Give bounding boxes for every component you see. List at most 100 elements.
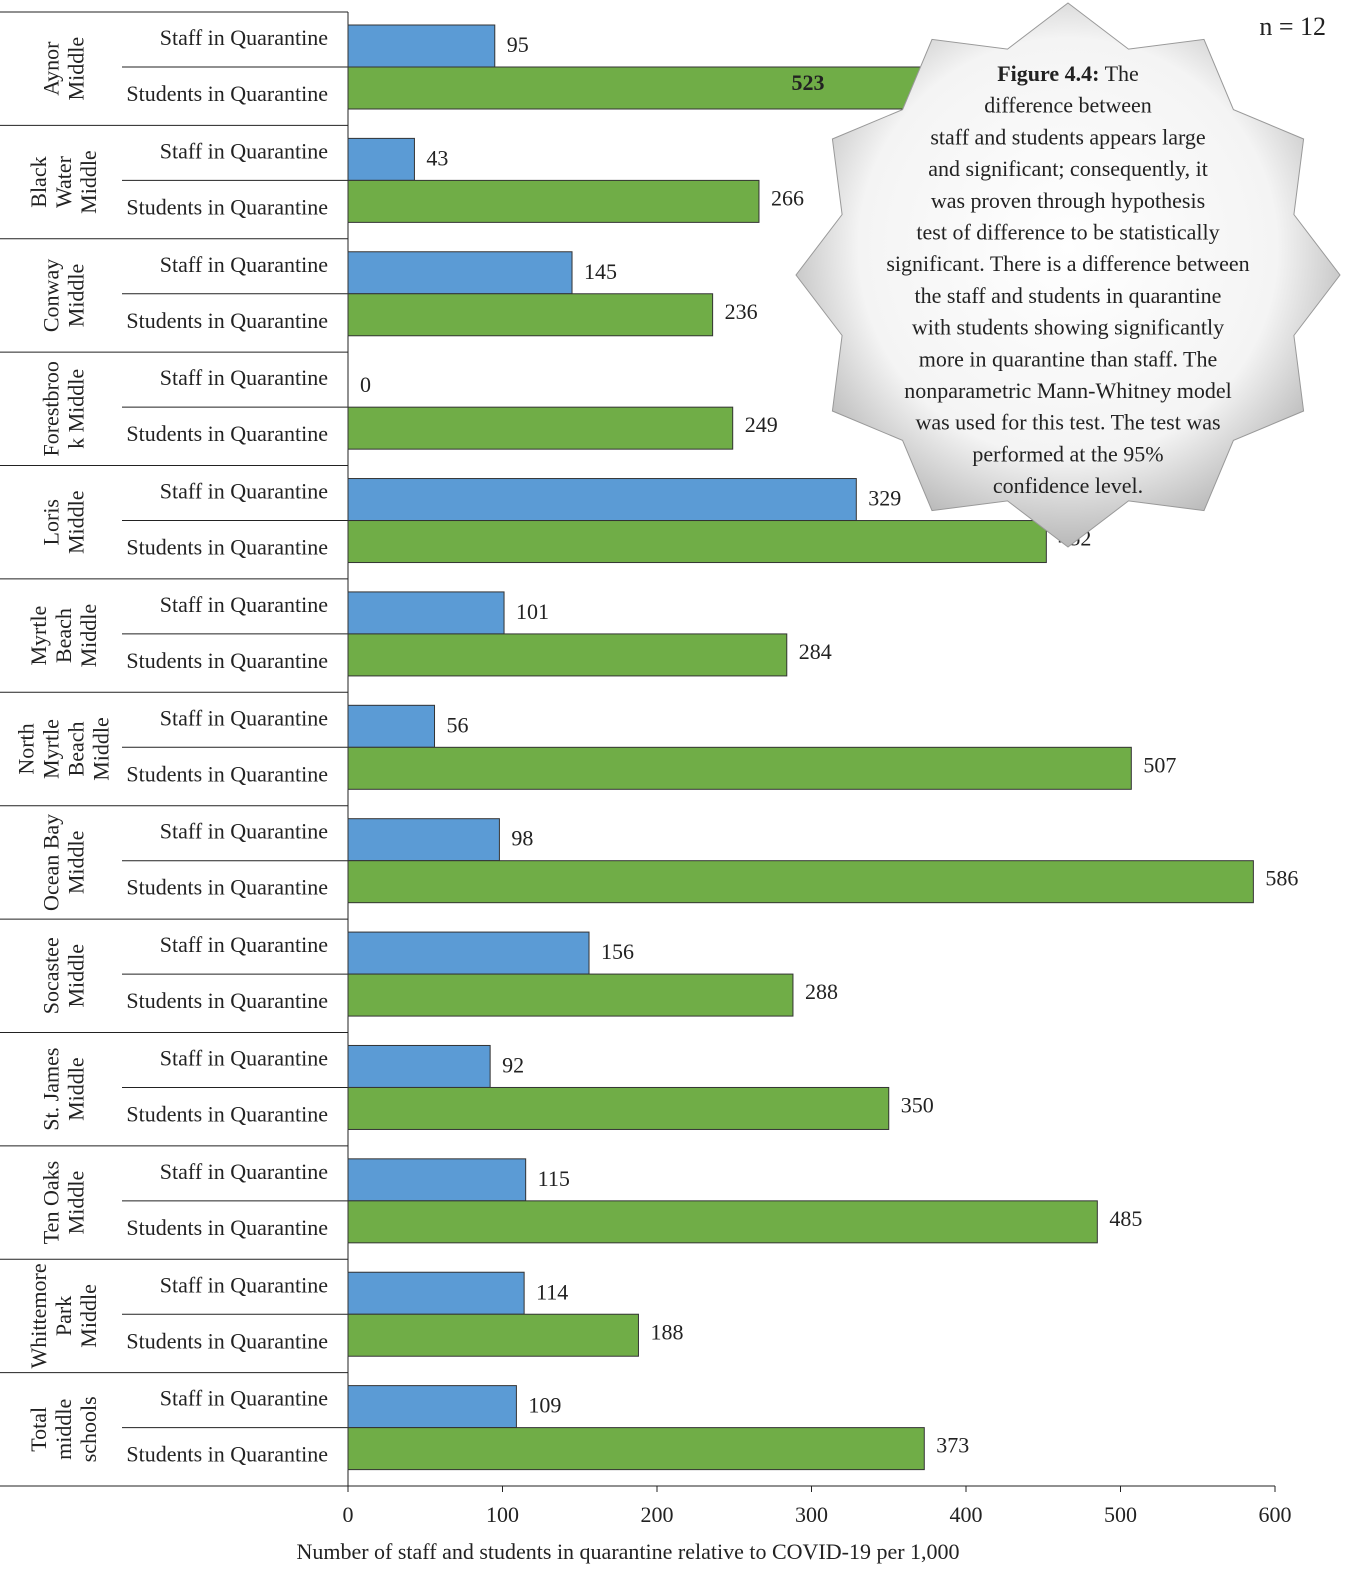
- category-label-line: Middle: [64, 490, 89, 554]
- category-label-line: Beach: [64, 722, 89, 777]
- x-tick-label: 200: [641, 1502, 674, 1527]
- category-label-line: schools: [76, 1396, 101, 1462]
- callout-text: nonparametric Mann-Whitney model: [904, 378, 1231, 403]
- category-label-line: Middle: [76, 1284, 101, 1348]
- value-label: 350: [901, 1093, 934, 1118]
- bar: [347, 704, 436, 748]
- series-label: Staff in Quarantine: [160, 252, 328, 277]
- series-label: Students in Quarantine: [126, 1442, 328, 1467]
- category-label: AynorMiddle: [39, 37, 89, 101]
- category-label-line: St. James: [39, 1048, 64, 1131]
- bar: [347, 1044, 491, 1088]
- value-label: 109: [528, 1393, 561, 1418]
- series-label: Staff in Quarantine: [160, 932, 328, 957]
- category-label: SocasteeMiddle: [39, 937, 89, 1014]
- sample-size: n = 12: [1259, 12, 1326, 41]
- series-label: Students in Quarantine: [126, 761, 328, 786]
- value-label: 101: [516, 599, 549, 624]
- category-label-line: Aynor: [39, 41, 64, 96]
- value-label: 266: [771, 185, 804, 210]
- category-label-line: Forestbroo: [39, 361, 64, 456]
- bar: [347, 591, 505, 635]
- category-label-line: North: [14, 723, 39, 774]
- category-label-line: Middle: [89, 717, 114, 781]
- category-label: LorisMiddle: [39, 490, 89, 554]
- value-label: 115: [538, 1166, 570, 1191]
- callout-text: Figure 4.4: The: [997, 61, 1139, 86]
- category-label-line: Myrtle: [39, 719, 64, 779]
- callout-text: was proven through hypothesis: [931, 188, 1205, 213]
- value-label: 485: [1109, 1206, 1142, 1231]
- category-label: BlackWaterMiddle: [26, 150, 101, 214]
- category-label-line: Myrtle: [26, 606, 51, 666]
- series-label: Students in Quarantine: [126, 648, 328, 673]
- value-label: 188: [650, 1319, 683, 1344]
- value-label: 95: [507, 32, 529, 57]
- x-tick-label: 400: [950, 1502, 983, 1527]
- value-label: 586: [1265, 866, 1298, 891]
- x-axis-title: Number of staff and students in quaranti…: [296, 1539, 959, 1564]
- value-label: 284: [799, 639, 832, 664]
- callout-text: the staff and students in quarantine: [915, 283, 1222, 308]
- category-label-line: Whittemore: [26, 1263, 51, 1368]
- bar: [347, 1158, 527, 1202]
- x-tick-label: 500: [1104, 1502, 1137, 1527]
- value-label: 145: [584, 259, 617, 284]
- series-label: Students in Quarantine: [126, 1102, 328, 1127]
- category-label-line: Middle: [64, 264, 89, 328]
- category-label: WhittemoreParkMiddle: [26, 1263, 101, 1368]
- value-label: 114: [536, 1279, 568, 1304]
- bar: [347, 1313, 639, 1357]
- series-label: Students in Quarantine: [126, 988, 328, 1013]
- bar: [347, 251, 573, 295]
- category-label: Ocean BayMiddle: [39, 814, 89, 911]
- category-label: Totalmiddleschools: [26, 1396, 101, 1462]
- category-label-line: Loris: [39, 499, 64, 545]
- series-label: Staff in Quarantine: [160, 1386, 328, 1411]
- series-label: Students in Quarantine: [126, 1328, 328, 1353]
- callout-text: staff and students appears large: [930, 124, 1205, 149]
- value-label: 92: [502, 1053, 524, 1078]
- category-label-line: Ten Oaks: [39, 1161, 64, 1244]
- category-label: Forestbrook Middle: [39, 361, 89, 456]
- bar: [347, 1385, 517, 1429]
- series-label: Students in Quarantine: [126, 875, 328, 900]
- callout-text: test of difference to be statistically: [916, 220, 1219, 245]
- bar: [347, 520, 1047, 564]
- series-label: Staff in Quarantine: [160, 819, 328, 844]
- bar: [347, 24, 496, 68]
- callout-text: difference between: [984, 93, 1152, 118]
- category-label: Ten OaksMiddle: [39, 1161, 89, 1244]
- series-label: Staff in Quarantine: [160, 25, 328, 50]
- category-label-line: Middle: [64, 37, 89, 101]
- value-label: 288: [805, 979, 838, 1004]
- bar: [347, 1086, 890, 1130]
- bar: [347, 633, 788, 677]
- callout-text: and significant; consequently, it: [928, 156, 1208, 181]
- category-label: MyrtleBeachMiddle: [26, 604, 101, 668]
- bar: [347, 137, 415, 181]
- value-label: 43: [426, 145, 448, 170]
- category-label: ConwayMiddle: [39, 259, 89, 332]
- category-label: St. JamesMiddle: [39, 1048, 89, 1131]
- bar: [347, 746, 1132, 790]
- callout-line: The: [1105, 61, 1139, 86]
- category-label-line: Middle: [76, 150, 101, 214]
- bar: [347, 1271, 525, 1315]
- bar: [347, 973, 794, 1017]
- value-label: 56: [447, 712, 469, 737]
- category-label-line: Middle: [76, 604, 101, 668]
- series-label: Students in Quarantine: [126, 194, 328, 219]
- bar: [347, 406, 734, 450]
- x-tick-label: 300: [795, 1502, 828, 1527]
- value-label: 0: [360, 372, 371, 397]
- value-label: 523: [792, 70, 825, 95]
- series-label: Students in Quarantine: [126, 535, 328, 560]
- category-label-line: Socastee: [39, 937, 64, 1014]
- callout-text: with students showing significantly: [912, 315, 1224, 340]
- category-label-line: Ocean Bay: [39, 814, 64, 911]
- series-label: Staff in Quarantine: [160, 479, 328, 504]
- x-tick-label: 100: [486, 1502, 519, 1527]
- value-label: 373: [936, 1433, 969, 1458]
